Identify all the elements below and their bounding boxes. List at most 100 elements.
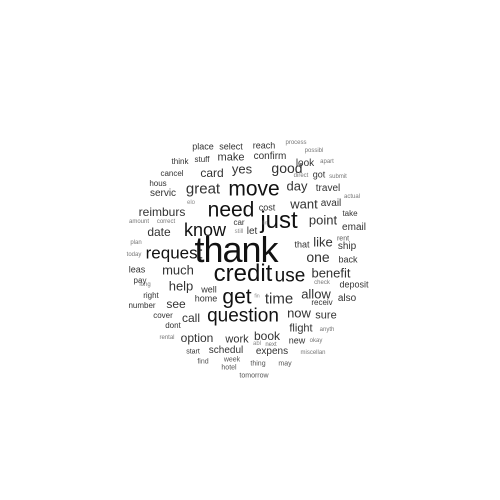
word: much: [162, 262, 194, 278]
word: thank: [194, 229, 278, 270]
word: option: [180, 331, 214, 345]
word: still: [234, 229, 244, 235]
word: take: [342, 209, 358, 218]
word: servic: [149, 188, 177, 199]
word: good: [271, 160, 303, 176]
word: yes: [231, 161, 253, 177]
word: also: [337, 293, 357, 304]
word: email: [342, 222, 366, 233]
word: hous: [149, 179, 167, 188]
word: make: [217, 151, 245, 164]
word: check: [314, 280, 330, 286]
word: cancel: [160, 169, 184, 178]
word: dont: [165, 321, 181, 330]
word: week: [223, 356, 241, 364]
word: today: [126, 252, 142, 258]
word: reimburs: [138, 205, 186, 219]
word: credit: [213, 260, 273, 287]
word: back: [338, 254, 358, 265]
word: want: [290, 196, 318, 212]
word: benefit: [311, 265, 351, 281]
word: confirm: [253, 151, 287, 162]
word: find: [197, 358, 209, 366]
word: home: [194, 293, 218, 304]
word: deposit: [339, 279, 369, 290]
word: sure: [315, 309, 337, 322]
word: need: [207, 198, 255, 222]
word: process: [285, 140, 307, 146]
word: pay: [133, 276, 147, 285]
word: okay: [309, 338, 323, 344]
word: travel: [315, 183, 341, 194]
word: right: [143, 291, 159, 300]
word: hotel: [221, 364, 237, 372]
word: think: [171, 157, 189, 166]
word: see: [166, 297, 186, 311]
word: new: [288, 335, 306, 346]
word: cover: [153, 311, 173, 320]
word: plan: [130, 240, 142, 246]
word: look: [295, 158, 315, 169]
word: flight: [289, 322, 313, 335]
word: got: [312, 169, 326, 180]
word: move: [228, 177, 280, 201]
word: just: [260, 207, 298, 234]
word: request: [145, 243, 203, 263]
word: tomorrow: [239, 372, 269, 380]
word: place: [192, 141, 214, 152]
word: rent: [336, 235, 350, 243]
word: expens: [255, 346, 289, 357]
word: one: [306, 249, 330, 265]
word: work: [225, 333, 249, 346]
word: reach: [252, 140, 276, 151]
word: avail: [320, 198, 342, 209]
word: amount: [128, 219, 150, 225]
word: apart: [320, 159, 334, 165]
word: submit: [329, 174, 347, 180]
word: date: [147, 225, 171, 239]
word: receiv: [311, 298, 333, 307]
word: cost: [258, 202, 276, 213]
word: fin: [254, 293, 260, 300]
word: direct: [293, 173, 309, 179]
word: number: [128, 301, 156, 310]
word: let: [246, 226, 258, 237]
word: ship: [337, 241, 357, 252]
word: point: [308, 212, 338, 228]
word: like: [313, 234, 333, 250]
word: book: [253, 329, 281, 343]
word: abl: [252, 341, 262, 347]
word: anyth: [319, 327, 335, 333]
word: rental: [159, 335, 175, 341]
word: next: [265, 342, 277, 348]
word: use: [274, 265, 306, 287]
word: that: [294, 239, 310, 250]
word: long: [139, 282, 151, 288]
word: help: [168, 278, 194, 294]
word: miscellan: [300, 350, 326, 356]
word: question: [207, 305, 279, 327]
word: leas: [128, 264, 146, 275]
word: elo: [186, 200, 196, 206]
word: select: [219, 141, 243, 152]
word: schedul: [208, 345, 244, 356]
word: lin: [262, 220, 268, 227]
word: day: [286, 178, 308, 194]
word: correct: [156, 219, 176, 225]
word: time: [264, 290, 294, 308]
word: card: [200, 166, 224, 180]
word: may: [278, 360, 292, 368]
word: actual: [343, 194, 361, 200]
word: possibl: [304, 148, 324, 154]
word: stuff: [194, 155, 210, 164]
word: allow: [301, 286, 331, 302]
word: now: [287, 305, 311, 321]
word: well: [201, 284, 217, 295]
word: car: [233, 218, 245, 227]
word: get: [222, 285, 252, 309]
word: know: [183, 220, 227, 240]
word: great: [185, 180, 221, 198]
word: start: [186, 348, 200, 356]
word: thing: [250, 360, 266, 368]
